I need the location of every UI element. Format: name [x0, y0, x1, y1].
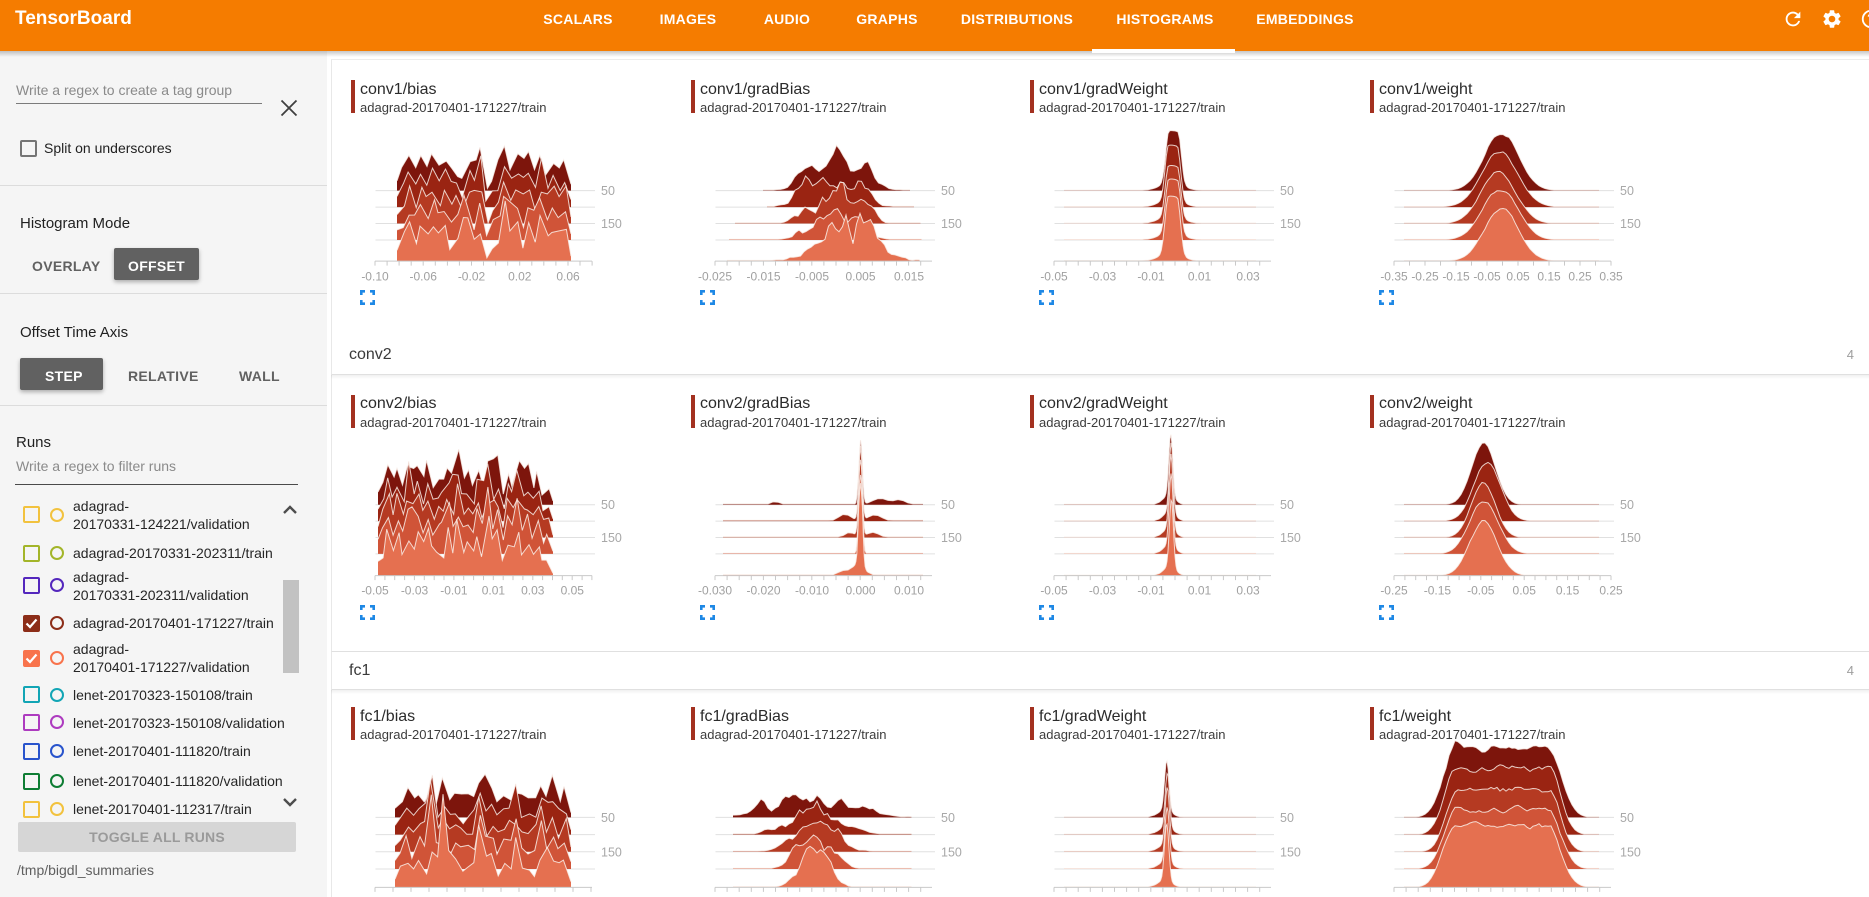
svg-text:150: 150 — [1620, 845, 1641, 859]
svg-text:50: 50 — [601, 811, 615, 825]
svg-text:-0.05: -0.05 — [1467, 584, 1495, 598]
svg-text:-0.015: -0.015 — [746, 270, 780, 284]
svg-text:50: 50 — [941, 811, 955, 825]
svg-text:-0.020: -0.020 — [746, 584, 780, 598]
svg-text:50: 50 — [1620, 498, 1634, 512]
svg-text:0.25: 0.25 — [1599, 584, 1623, 598]
svg-text:150: 150 — [941, 217, 962, 231]
svg-text:-0.03: -0.03 — [1089, 270, 1117, 284]
svg-text:0.01: 0.01 — [1188, 270, 1212, 284]
svg-text:-0.03: -0.03 — [401, 584, 429, 598]
svg-text:-0.03: -0.03 — [1089, 584, 1117, 598]
svg-text:50: 50 — [1280, 498, 1294, 512]
svg-text:-0.025: -0.025 — [698, 270, 732, 284]
svg-text:-0.05: -0.05 — [1473, 270, 1501, 284]
svg-text:50: 50 — [601, 498, 615, 512]
svg-text:0.05: 0.05 — [561, 584, 585, 598]
svg-text:0.15: 0.15 — [1537, 270, 1561, 284]
svg-text:-0.06: -0.06 — [410, 270, 438, 284]
svg-text:-0.030: -0.030 — [698, 584, 732, 598]
svg-text:0.05: 0.05 — [1513, 584, 1537, 598]
svg-text:150: 150 — [601, 845, 622, 859]
svg-text:150: 150 — [601, 217, 622, 231]
svg-text:0.010: 0.010 — [894, 584, 924, 598]
svg-text:-0.01: -0.01 — [440, 584, 468, 598]
svg-text:50: 50 — [1620, 811, 1634, 825]
svg-text:-0.10: -0.10 — [361, 270, 389, 284]
svg-text:0.15: 0.15 — [1556, 584, 1580, 598]
svg-text:0.02: 0.02 — [508, 270, 532, 284]
svg-text:50: 50 — [601, 184, 615, 198]
svg-text:-0.05: -0.05 — [1040, 270, 1068, 284]
svg-text:0.01: 0.01 — [482, 584, 506, 598]
svg-text:50: 50 — [1280, 811, 1294, 825]
svg-text:150: 150 — [941, 531, 962, 545]
svg-text:50: 50 — [1280, 184, 1294, 198]
svg-text:-0.15: -0.15 — [1442, 270, 1470, 284]
svg-text:-0.35: -0.35 — [1380, 270, 1408, 284]
svg-text:-0.15: -0.15 — [1424, 584, 1452, 598]
svg-text:0.000: 0.000 — [845, 584, 875, 598]
svg-text:0.03: 0.03 — [521, 584, 545, 598]
svg-text:150: 150 — [1620, 217, 1641, 231]
svg-text:150: 150 — [1280, 845, 1301, 859]
svg-text:-0.05: -0.05 — [1040, 584, 1068, 598]
svg-text:150: 150 — [1280, 217, 1301, 231]
svg-text:-0.02: -0.02 — [458, 270, 486, 284]
svg-text:-0.01: -0.01 — [1137, 270, 1165, 284]
svg-text:0.005: 0.005 — [845, 270, 875, 284]
svg-text:50: 50 — [941, 498, 955, 512]
svg-text:0.25: 0.25 — [1568, 270, 1592, 284]
svg-text:0.03: 0.03 — [1236, 584, 1260, 598]
svg-text:-0.05: -0.05 — [361, 584, 389, 598]
svg-text:-0.25: -0.25 — [1411, 270, 1439, 284]
svg-text:150: 150 — [1280, 531, 1301, 545]
svg-text:0.05: 0.05 — [1506, 270, 1530, 284]
svg-text:50: 50 — [941, 184, 955, 198]
svg-text:-0.25: -0.25 — [1380, 584, 1408, 598]
svg-text:0.06: 0.06 — [556, 270, 580, 284]
svg-text:0.03: 0.03 — [1236, 270, 1260, 284]
svg-text:-0.005: -0.005 — [795, 270, 829, 284]
svg-text:50: 50 — [1620, 184, 1634, 198]
svg-text:-0.01: -0.01 — [1137, 584, 1165, 598]
svg-text:0.015: 0.015 — [894, 270, 924, 284]
svg-text:0.35: 0.35 — [1599, 270, 1623, 284]
svg-text:150: 150 — [601, 531, 622, 545]
svg-text:0.01: 0.01 — [1188, 584, 1212, 598]
svg-text:150: 150 — [1620, 531, 1641, 545]
svg-text:-0.010: -0.010 — [795, 584, 829, 598]
svg-text:150: 150 — [941, 845, 962, 859]
